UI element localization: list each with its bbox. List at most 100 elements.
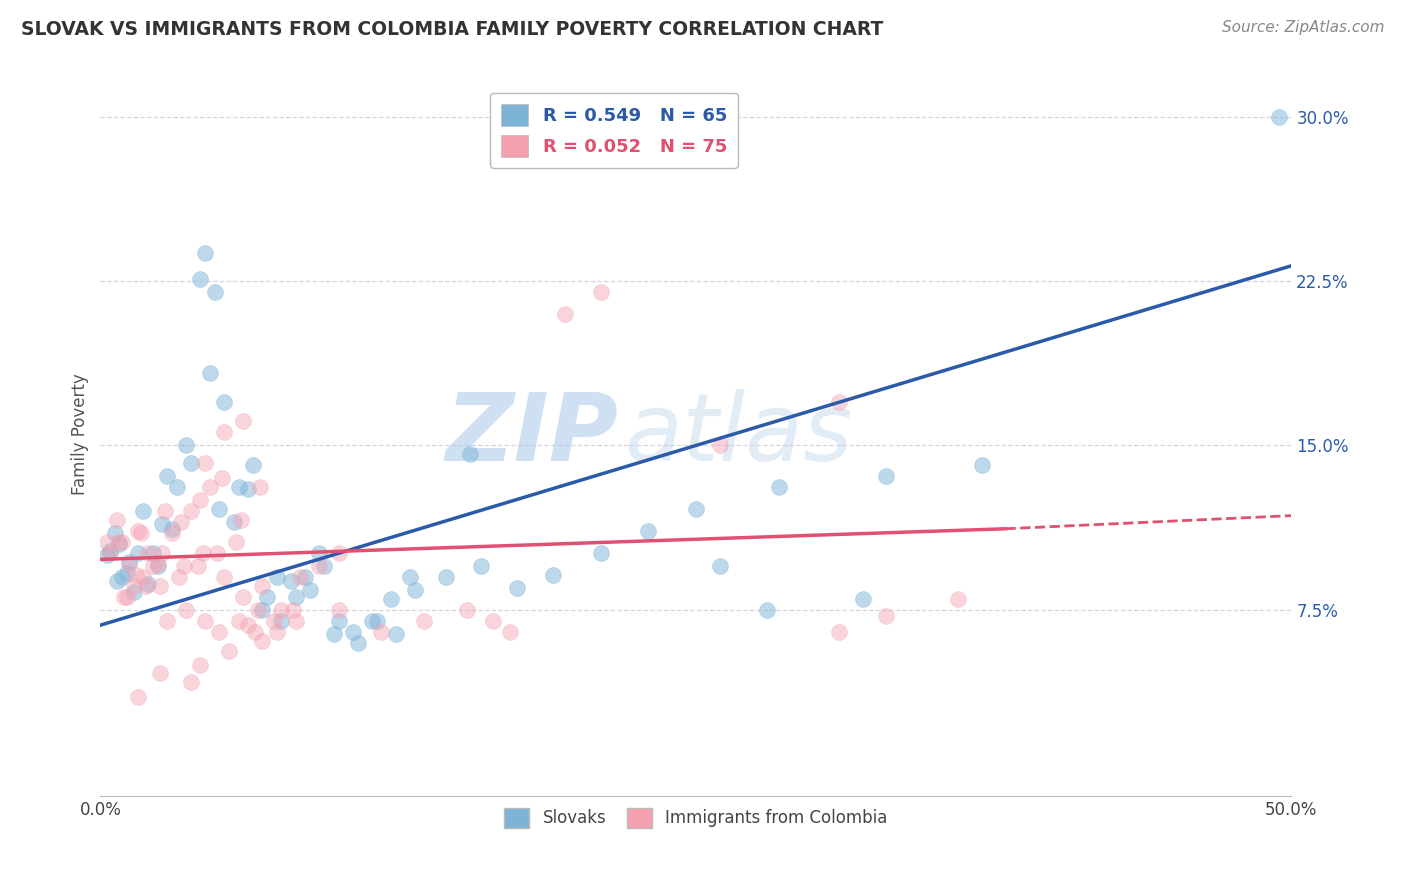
Point xyxy=(851,591,873,606)
Point xyxy=(174,438,197,452)
Point xyxy=(554,307,576,321)
Point xyxy=(125,567,148,582)
Point xyxy=(266,570,288,584)
Point xyxy=(314,559,336,574)
Point xyxy=(127,690,149,705)
Point xyxy=(198,480,221,494)
Point xyxy=(875,469,897,483)
Point xyxy=(129,526,152,541)
Text: Source: ZipAtlas.com: Source: ZipAtlas.com xyxy=(1222,20,1385,35)
Point xyxy=(115,590,138,604)
Point xyxy=(160,522,183,536)
Point xyxy=(361,614,384,628)
Point xyxy=(342,624,364,639)
Point xyxy=(170,515,193,529)
Point xyxy=(122,579,145,593)
Point xyxy=(370,624,392,639)
Point xyxy=(266,624,288,639)
Point xyxy=(709,559,731,574)
Point xyxy=(308,559,330,574)
Point xyxy=(399,570,422,584)
Point xyxy=(946,591,969,606)
Point xyxy=(127,524,149,538)
Point xyxy=(204,285,226,299)
Point xyxy=(225,535,247,549)
Point xyxy=(166,480,188,494)
Point xyxy=(284,590,307,604)
Point xyxy=(284,614,307,628)
Point xyxy=(270,603,292,617)
Point xyxy=(149,666,172,681)
Point xyxy=(322,627,344,641)
Point xyxy=(190,493,212,508)
Point xyxy=(105,513,128,527)
Point xyxy=(191,546,214,560)
Point xyxy=(180,504,202,518)
Point xyxy=(212,570,235,584)
Point xyxy=(146,557,169,571)
Point xyxy=(194,614,217,628)
Point xyxy=(211,471,233,485)
Point xyxy=(212,425,235,440)
Point xyxy=(108,537,131,551)
Point xyxy=(685,502,707,516)
Point xyxy=(194,245,217,260)
Point xyxy=(308,546,330,560)
Point xyxy=(160,526,183,541)
Point xyxy=(589,546,612,560)
Point xyxy=(142,559,165,574)
Point xyxy=(263,614,285,628)
Point xyxy=(222,515,245,529)
Point xyxy=(828,624,851,639)
Legend: Slovaks, Immigrants from Colombia: Slovaks, Immigrants from Colombia xyxy=(498,801,894,835)
Point xyxy=(98,543,121,558)
Point xyxy=(970,458,993,473)
Text: ZIP: ZIP xyxy=(446,389,619,481)
Point xyxy=(1268,110,1291,124)
Point xyxy=(384,627,406,641)
Point xyxy=(256,590,278,604)
Point xyxy=(198,366,221,380)
Point xyxy=(96,548,118,562)
Point xyxy=(458,447,481,461)
Point xyxy=(205,546,228,560)
Point xyxy=(98,546,121,560)
Point xyxy=(252,603,274,617)
Point xyxy=(132,570,155,584)
Text: SLOVAK VS IMMIGRANTS FROM COLOMBIA FAMILY POVERTY CORRELATION CHART: SLOVAK VS IMMIGRANTS FROM COLOMBIA FAMIL… xyxy=(21,20,883,38)
Point xyxy=(150,546,173,560)
Point xyxy=(218,644,240,658)
Point xyxy=(187,559,209,574)
Point xyxy=(127,546,149,560)
Point xyxy=(135,579,157,593)
Point xyxy=(709,438,731,452)
Point xyxy=(366,614,388,628)
Point xyxy=(122,585,145,599)
Point xyxy=(298,583,321,598)
Point xyxy=(232,590,254,604)
Point xyxy=(118,555,141,569)
Point xyxy=(413,614,436,628)
Point xyxy=(249,480,271,494)
Point xyxy=(208,502,231,516)
Point xyxy=(246,603,269,617)
Point xyxy=(328,603,350,617)
Point xyxy=(212,394,235,409)
Point xyxy=(112,590,135,604)
Point xyxy=(541,567,564,582)
Point xyxy=(404,583,426,598)
Point xyxy=(156,614,179,628)
Y-axis label: Family Poverty: Family Poverty xyxy=(72,374,89,495)
Point xyxy=(252,633,274,648)
Point xyxy=(180,675,202,690)
Point xyxy=(136,546,159,560)
Point xyxy=(470,559,492,574)
Point xyxy=(828,394,851,409)
Point xyxy=(167,570,190,584)
Point xyxy=(111,535,134,549)
Point xyxy=(136,576,159,591)
Point xyxy=(434,570,457,584)
Point xyxy=(105,574,128,589)
Point xyxy=(174,603,197,617)
Point xyxy=(294,570,316,584)
